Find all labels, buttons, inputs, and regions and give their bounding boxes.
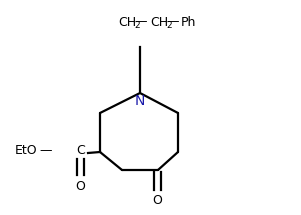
Text: EtO: EtO <box>15 144 38 158</box>
Text: —: — <box>167 15 179 29</box>
Text: —: — <box>40 144 52 158</box>
Text: 2: 2 <box>134 20 140 29</box>
Text: 2: 2 <box>166 20 172 29</box>
Text: O: O <box>152 194 162 206</box>
Text: O: O <box>75 181 85 194</box>
Text: CH: CH <box>118 15 136 29</box>
Text: CH: CH <box>150 15 168 29</box>
Text: —: — <box>135 15 147 29</box>
Text: C: C <box>77 144 85 158</box>
Text: N: N <box>135 94 145 108</box>
Text: Ph: Ph <box>181 15 196 29</box>
